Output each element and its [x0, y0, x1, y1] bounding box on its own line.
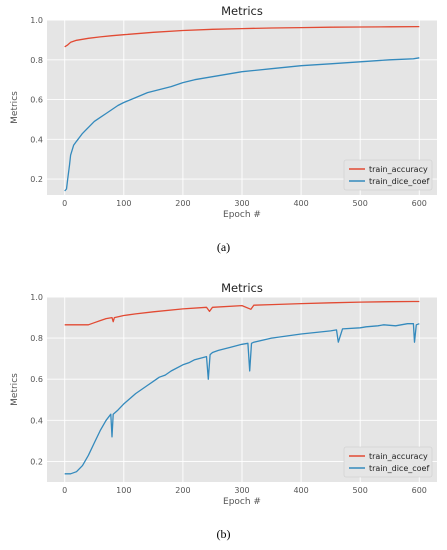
chart-1-ytick-label-3: 0.8 [30, 334, 43, 343]
chart-1-ylabel: Metrics [10, 373, 20, 406]
chart-1-ytick-label-1: 0.4 [30, 416, 43, 425]
metrics-chart-b: 0 100 200 300 400 500 600 0.2 0.4 0.6 0.8 1.0 Metric… [10, 281, 437, 507]
chart-1-xtick-label-1: 100 [116, 486, 131, 495]
chart-0-ylabel: Metrics [10, 91, 20, 124]
chart-0-series-line-train_accuracy [64, 25, 420, 48]
chart-0-xtick-label-4: 400 [293, 199, 308, 208]
chart-0-xtick-label-2: 200 [175, 199, 190, 208]
chart-0-xlabel: Epoch # [223, 210, 261, 220]
chart-1-legend-label-1: train_dice_coef [369, 464, 429, 473]
chart-1-series-line-train_dice_coef [64, 323, 420, 475]
chart-0-ytick-label-1: 0.4 [30, 135, 43, 144]
chart-1-legend [343, 446, 433, 478]
chart-1-ytick-label-4: 1.0 [30, 293, 43, 302]
chart-1-legend-label-0: train_accuracy [369, 452, 428, 461]
chart-0-ytick-label-2: 0.6 [30, 96, 43, 105]
chart-0-title: Metrics [221, 4, 263, 18]
chart-1-series-line-train_accuracy [64, 300, 420, 326]
chart-0-legend [343, 159, 433, 191]
chart-1-xtick-label-5: 500 [353, 486, 368, 495]
chart-0-legend-label-0: train_accuracy [369, 165, 428, 174]
chart-1-xtick-label-4: 400 [293, 486, 308, 495]
chart-0-xtick-label-1: 100 [116, 199, 131, 208]
chart-0-ytick-label-3: 0.8 [30, 56, 43, 65]
chart-0-xtick-label-5: 500 [353, 199, 368, 208]
metrics-chart-a: 0 100 200 300 400 500 600 0.2 0.4 0.6 0.8 1.0 Metric… [10, 4, 437, 220]
chart-1-xtick-label-3: 300 [234, 486, 249, 495]
chart-1-xtick-label-0: 0 [62, 486, 67, 495]
chart-1-xtick-label-2: 200 [175, 486, 190, 495]
caption-a: (a) [216, 240, 231, 254]
chart-0-ytick-label-0: 0.2 [30, 175, 43, 184]
chart-0-xtick-label-6: 600 [412, 199, 427, 208]
chart-1-xtick-label-6: 600 [412, 486, 427, 495]
chart-1-xlabel: Epoch # [223, 497, 261, 507]
chart-1-title: Metrics [221, 281, 263, 295]
chart-1-ytick-label-0: 0.2 [30, 457, 43, 466]
chart-0-xtick-label-0: 0 [62, 199, 67, 208]
chart-0-ytick-label-4: 1.0 [30, 16, 43, 25]
caption-b: (b) [216, 527, 231, 541]
chart-0-series-line-train_dice_coef [64, 57, 420, 192]
chart-0-legend-label-1: train_dice_coef [369, 177, 429, 186]
chart-0-xtick-label-3: 300 [234, 199, 249, 208]
chart-1-ytick-label-2: 0.6 [30, 375, 43, 384]
